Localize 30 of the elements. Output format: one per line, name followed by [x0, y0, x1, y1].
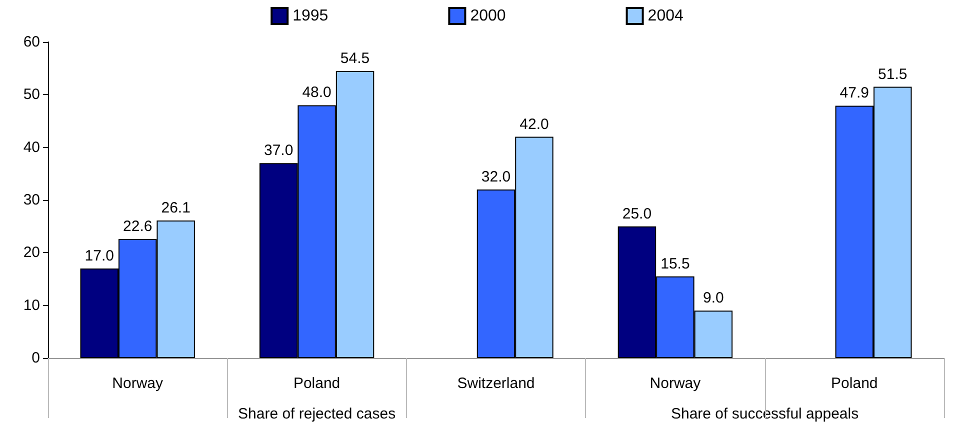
text: Share of successful appeals — [670, 406, 859, 422]
data-label: 17.0 — [84, 247, 114, 264]
x-tick-label: Norway — [112, 375, 164, 392]
data-label: 37.0 — [264, 142, 294, 160]
data-label: 32.0 — [481, 168, 511, 186]
x-tick-label: Poland — [831, 375, 878, 392]
data-label: 15.5 — [660, 255, 690, 272]
data-label: 42.0 — [520, 116, 549, 133]
legend-label: 2000 — [470, 8, 506, 24]
legend-label: 1995 — [292, 8, 328, 24]
data-label: 9.0 — [703, 290, 724, 307]
text: Share of rejected cases — [238, 406, 396, 422]
y-tick-label: 30 — [23, 192, 40, 208]
data-label: 22.6 — [123, 218, 152, 235]
data-label: 47.9 — [840, 84, 869, 102]
x-tick-label: Poland — [293, 375, 340, 392]
y-tick-label: 0 — [32, 350, 40, 366]
data-label: 51.5 — [878, 66, 908, 83]
data-label: 25.0 — [622, 205, 652, 222]
x-tick-label: Switzerland — [457, 375, 535, 392]
x-tick-label: Norway — [650, 375, 702, 392]
data-label: 26.1 — [161, 200, 190, 217]
data-label: 54.5 — [340, 50, 370, 67]
legend-label: 2004 — [648, 8, 684, 24]
y-tick-label: 20 — [23, 244, 40, 262]
data-label: 48.0 — [302, 84, 332, 102]
y-tick-label: 60 — [23, 34, 40, 50]
y-tick-label: 10 — [23, 296, 40, 314]
y-tick-label: 50 — [23, 86, 40, 104]
y-tick-label: 40 — [23, 138, 40, 156]
